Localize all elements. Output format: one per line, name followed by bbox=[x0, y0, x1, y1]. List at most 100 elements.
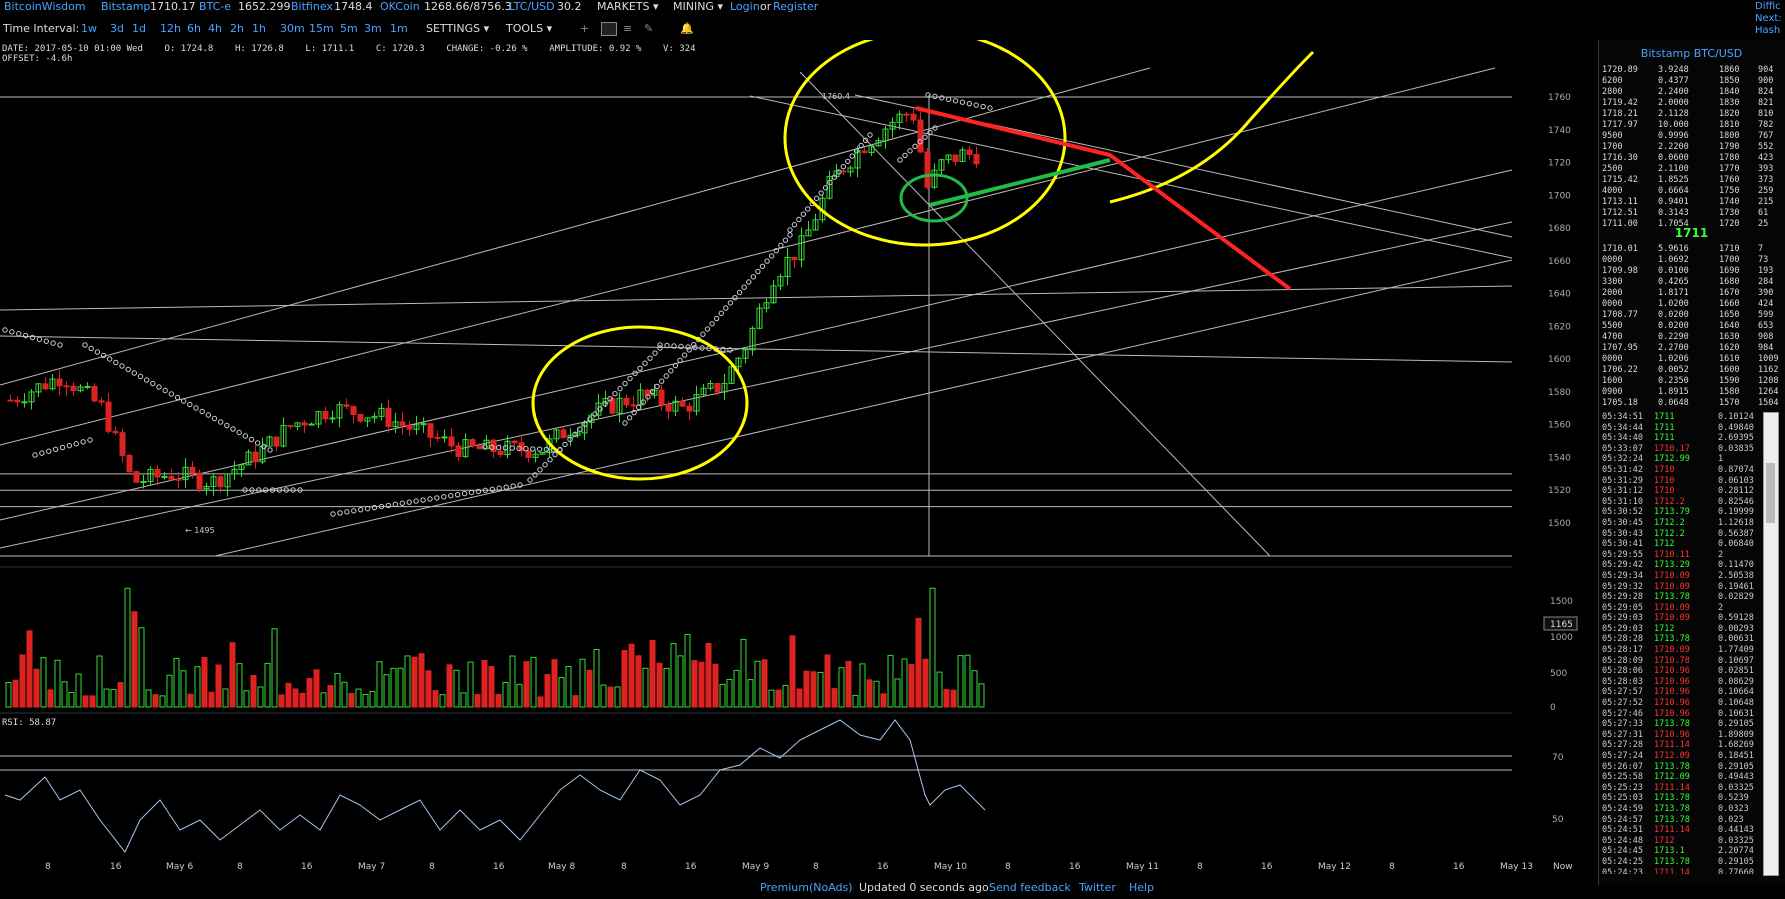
settings-menu[interactable]: SETTINGS ▾ bbox=[426, 22, 490, 35]
orderbook-row[interactable]: 1719.42 2.0000 1830 821 bbox=[1600, 98, 1785, 109]
orderbook-row[interactable]: 1712.51 0.3143 1730 61 bbox=[1600, 208, 1785, 219]
x-tick-label: May 7 bbox=[358, 862, 385, 872]
sar-dot bbox=[637, 365, 643, 372]
sar-dot bbox=[489, 486, 495, 492]
orderbook-cell: 0.0648 bbox=[1658, 398, 1689, 408]
interval-30m[interactable]: 30m bbox=[280, 22, 305, 35]
interval-15m[interactable]: 15m bbox=[309, 22, 334, 35]
twitter-link[interactable]: Twitter bbox=[1079, 881, 1116, 894]
login-link[interactable]: Login bbox=[730, 0, 760, 13]
market-name[interactable]: OKCoin bbox=[380, 0, 420, 13]
sar-dot bbox=[626, 415, 633, 421]
trade-price: 1713.78 bbox=[1654, 856, 1690, 867]
interval-4h[interactable]: 4h bbox=[208, 22, 222, 35]
crosshair-tool-icon[interactable]: + bbox=[580, 22, 590, 35]
premium-link[interactable]: Premium(NoAds) bbox=[760, 881, 853, 894]
scrollbar-thumb[interactable] bbox=[1766, 463, 1775, 523]
candle-body bbox=[553, 429, 560, 440]
market-name[interactable]: BTC-e bbox=[199, 0, 232, 13]
register-link[interactable]: Register bbox=[773, 0, 819, 13]
orderbook-row[interactable]: 1705.18 0.0648 1570 1504 bbox=[1600, 398, 1785, 409]
orderbook-row[interactable]: 1710.01 5.9616 1710 7 bbox=[1600, 244, 1785, 255]
candle-body bbox=[777, 276, 784, 287]
volume-bar bbox=[852, 694, 859, 708]
orderbook-row[interactable]: 1700 2.2200 1790 552 bbox=[1600, 142, 1785, 153]
orderbook-row[interactable]: 1709.98 0.0100 1690 193 bbox=[1600, 266, 1785, 277]
orderbook-cell: 0.3143 bbox=[1658, 208, 1689, 218]
interval-12h[interactable]: 12h bbox=[160, 22, 181, 35]
line-tool-icon[interactable] bbox=[601, 22, 617, 36]
orderbook-row[interactable]: 1717.97 10.000 1810 782 bbox=[1600, 120, 1785, 131]
orderbook-row[interactable]: 0000 1.0206 1610 1009 bbox=[1600, 354, 1785, 365]
market-name[interactable]: Bitfinex bbox=[291, 0, 333, 13]
candle-body bbox=[266, 436, 273, 447]
orderbook-row[interactable]: 2000 1.8171 1670 390 bbox=[1600, 288, 1785, 299]
volume-bar bbox=[292, 688, 299, 708]
sar-dot bbox=[256, 487, 262, 493]
feedback-link[interactable]: Send feedback bbox=[989, 881, 1071, 894]
market-name[interactable]: LTC/USD bbox=[509, 0, 555, 13]
orderbook-cell: 1590 bbox=[1719, 376, 1740, 386]
orderbook-cell: 1705.18 bbox=[1602, 398, 1638, 408]
interval-1w[interactable]: 1w bbox=[81, 22, 97, 35]
hline-tool-icon[interactable]: ≡ bbox=[623, 22, 633, 35]
sar-dot bbox=[543, 446, 550, 453]
volume-bar bbox=[656, 662, 663, 708]
interval-3d[interactable]: 3d bbox=[110, 22, 124, 35]
orderbook-row[interactable]: 4000 0.6664 1750 259 bbox=[1600, 186, 1785, 197]
pencil-tool-icon[interactable]: ✎ bbox=[644, 22, 654, 35]
sar-dot bbox=[509, 445, 515, 451]
sar-dot bbox=[330, 511, 336, 517]
orderbook-row[interactable]: 1716.30 0.0600 1780 423 bbox=[1600, 153, 1785, 164]
sar-dot bbox=[371, 504, 378, 511]
interval-3m[interactable]: 3m bbox=[364, 22, 382, 35]
sar-dot bbox=[57, 342, 63, 348]
markets-menu[interactable]: MARKETS ▾ bbox=[597, 0, 659, 13]
tools-menu[interactable]: TOOLS ▾ bbox=[506, 22, 553, 35]
interval-2h[interactable]: 2h bbox=[230, 22, 244, 35]
interval-5m[interactable]: 5m bbox=[340, 22, 358, 35]
price-chart[interactable]: 1760174017201700168016601640162016001580… bbox=[0, 40, 1598, 875]
sar-dot bbox=[736, 289, 743, 296]
orderbook-row[interactable]: 1708.77 0.0200 1650 599 bbox=[1600, 310, 1785, 321]
trade-amount: 1.77409 bbox=[1718, 645, 1754, 656]
orderbook-row[interactable]: 1706.22 0.0052 1600 1162 bbox=[1600, 365, 1785, 376]
orderbook-row[interactable]: 1707.95 2.2700 1620 984 bbox=[1600, 343, 1785, 354]
mining-menu[interactable]: MINING ▾ bbox=[673, 0, 723, 13]
orderbook-row[interactable]: 0900 1.8915 1580 1264 bbox=[1600, 387, 1785, 398]
orderbook-row[interactable]: 1711.00 1.7054 1720 25 bbox=[1600, 219, 1785, 230]
alarm-bell-icon[interactable]: 🔔 bbox=[680, 22, 694, 35]
volume-bar bbox=[523, 661, 530, 708]
orderbook-row[interactable]: 1720.89 3.9248 1860 904 bbox=[1600, 65, 1785, 76]
orderbook-row[interactable]: 1718.21 2.1128 1820 810 bbox=[1600, 109, 1785, 120]
market-name[interactable]: Bitstamp bbox=[101, 0, 151, 13]
orderbook-row[interactable]: 1715.42 1.8525 1760 373 bbox=[1600, 175, 1785, 186]
orderbook-row[interactable]: 5500 0.0200 1640 653 bbox=[1600, 321, 1785, 332]
orderbook-row[interactable]: 0000 1.0200 1660 424 bbox=[1600, 299, 1785, 310]
orderbook-row[interactable]: 3300 0.4265 1680 284 bbox=[1600, 277, 1785, 288]
volume-bar bbox=[341, 681, 348, 708]
interval-1d[interactable]: 1d bbox=[132, 22, 146, 35]
interval-1h[interactable]: 1h bbox=[252, 22, 266, 35]
recent-trades[interactable]: 05:34:51 1711 0.10124 05:34:44 1711 0.49840 05… bbox=[1602, 412, 1767, 874]
interval-6h[interactable]: 6h bbox=[187, 22, 201, 35]
orderbook-row[interactable]: 4700 0.2290 1630 908 bbox=[1600, 332, 1785, 343]
brand-logo[interactable]: BitcoinWisdom bbox=[4, 0, 86, 13]
orderbook-cell: 0.0052 bbox=[1658, 365, 1689, 375]
volume-bar bbox=[761, 659, 768, 708]
x-tick-label: 8 bbox=[237, 862, 243, 872]
orderbook-row[interactable]: 9500 0.9996 1800 767 bbox=[1600, 131, 1785, 142]
x-tick-label: 16 bbox=[685, 862, 697, 872]
interval-1m[interactable]: 1m bbox=[390, 22, 408, 35]
orderbook-cell: 0900 bbox=[1602, 387, 1623, 397]
orderbook-row[interactable]: 2800 2.2400 1840 824 bbox=[1600, 87, 1785, 98]
sar-dot bbox=[434, 495, 440, 501]
orderbook-row[interactable]: 1600 0.2350 1590 1208 bbox=[1600, 376, 1785, 387]
orderbook-row[interactable]: 1713.11 0.9401 1740 215 bbox=[1600, 197, 1785, 208]
help-link[interactable]: Help bbox=[1129, 881, 1155, 894]
orderbook-row[interactable]: 6200 0.4377 1850 900 bbox=[1600, 76, 1785, 87]
orderbook-row[interactable]: 2500 2.1100 1770 393 bbox=[1600, 164, 1785, 175]
trades-scrollbar[interactable] bbox=[1763, 412, 1779, 876]
candle-body bbox=[945, 154, 952, 161]
orderbook-row[interactable]: 0000 1.0692 1700 73 bbox=[1600, 255, 1785, 266]
